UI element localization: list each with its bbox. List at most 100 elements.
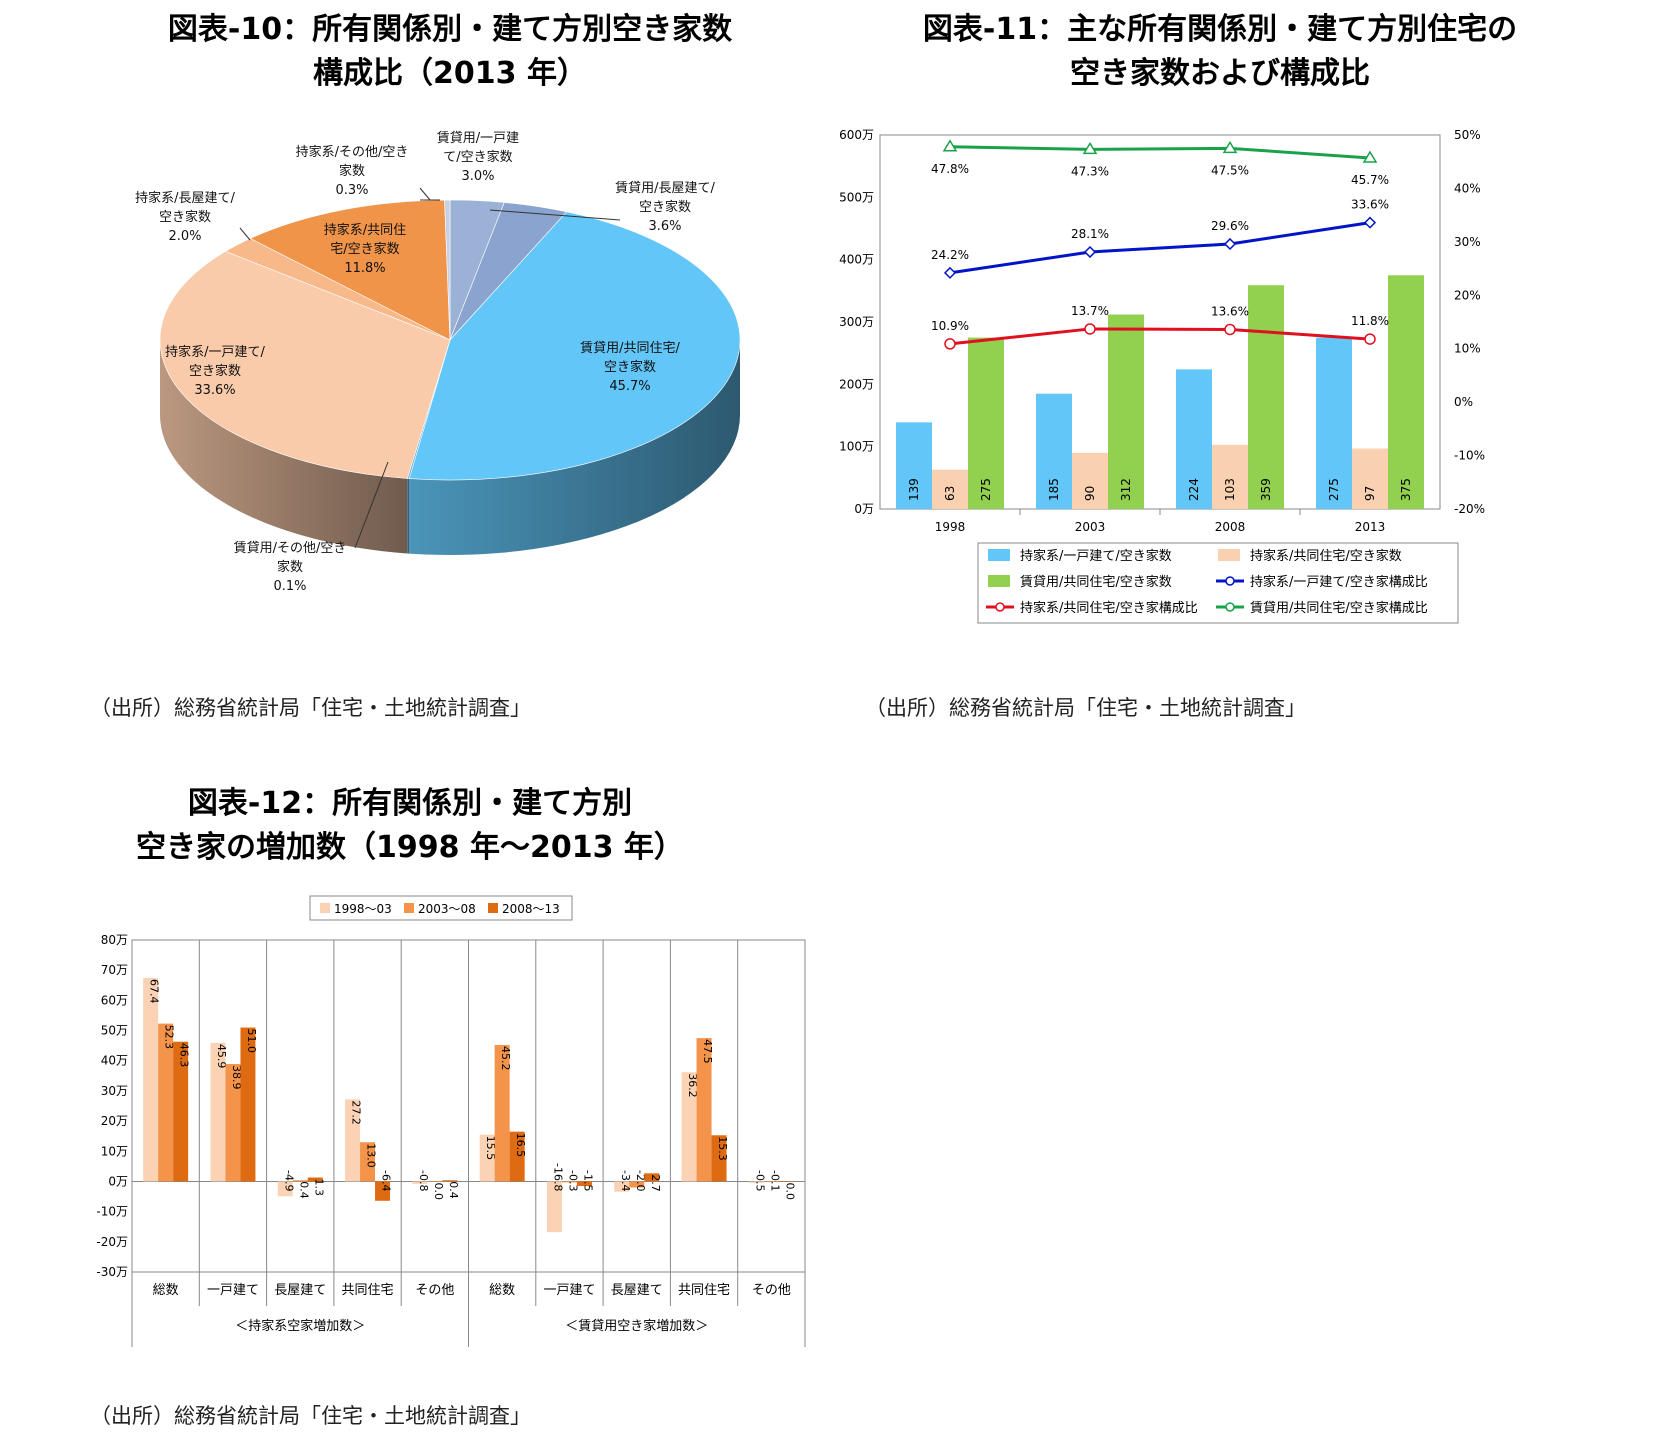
bar-value-label: 36.2 xyxy=(686,1073,699,1098)
legend-label: 2008～13 xyxy=(502,902,560,916)
line-marker xyxy=(1084,323,1096,335)
bar-value-label: -4.9 xyxy=(282,1170,295,1191)
bar-1-2 xyxy=(292,1180,308,1182)
figure11-title-line2: 空き家数および構成比 xyxy=(1070,56,1370,91)
line-value-label: 47.8% xyxy=(931,162,969,176)
pie-side-4 xyxy=(159,340,408,554)
pie-label-text: 賃貸用/共同住宅/ xyxy=(580,340,680,356)
x-tick-label: 一戸建て xyxy=(207,1283,259,1298)
figure10-title-line2: 構成比（2013 年） xyxy=(313,56,587,91)
pie-slice-7 xyxy=(444,199,451,341)
y-tick-label: 20万 xyxy=(101,1114,128,1128)
y-left-tick-label: 600万 xyxy=(839,128,874,142)
bar-value-label: -2.0 xyxy=(634,1170,647,1191)
pie-label-text: 45.7% xyxy=(609,379,650,394)
bar-1-4 xyxy=(427,1181,443,1182)
y-tick-label: 80万 xyxy=(101,933,128,947)
bar-value-label: 275 xyxy=(1327,478,1341,501)
bar-value-label: 0.4 xyxy=(447,1181,460,1199)
line-series-2 xyxy=(949,145,1371,160)
bar-value-label: 359 xyxy=(1259,478,1273,501)
legend-swatch-marker xyxy=(1225,576,1235,586)
figure12-bar-chart: -30万 -20万 -10万 0万 10万 20万 30万 40万 50万 60万 70万 80万総数… xyxy=(96,895,806,1347)
x-tick-label: 1998 xyxy=(935,520,966,534)
bar-value-label: -0.1 xyxy=(768,1170,781,1191)
legend-label: 持家系/共同住宅/空き家数 xyxy=(1250,548,1402,564)
group-label-0: ＜持家系空家増加数＞ xyxy=(235,1318,365,1334)
bar-2-1 xyxy=(1108,314,1144,509)
bar-value-label: 97 xyxy=(1363,486,1377,501)
line-value-label: 47.3% xyxy=(1071,164,1109,178)
bar-1-0 xyxy=(158,1023,174,1182)
x-tick-label: その他 xyxy=(415,1283,454,1298)
line-marker xyxy=(1363,216,1377,229)
y-tick-label: 50万 xyxy=(101,1024,128,1038)
legend-swatch xyxy=(988,549,1010,561)
bar-value-label: 46.3 xyxy=(178,1043,191,1067)
bar-1-1 xyxy=(1072,452,1108,509)
legend-swatch xyxy=(1218,549,1240,561)
bar-value-label: 90 xyxy=(1083,486,1097,501)
y-right-tick-label: -10% xyxy=(1454,449,1485,463)
pie-label-text: 賃貸用/一戸建 xyxy=(437,130,519,146)
bar-1-9 xyxy=(763,1181,779,1182)
y-left-tick-label: 300万 xyxy=(839,315,874,329)
figure10-title: 図表-10：所有関係別・建て方別空き家数 構成比（2013 年） xyxy=(60,8,840,96)
pie-label-text: 3.0% xyxy=(461,169,494,184)
bar-value-label: -1.5 xyxy=(581,1170,594,1191)
bar-2-1 xyxy=(240,1027,256,1182)
figure12-title-line1: 図表-12：所有関係別・建て方別 xyxy=(187,786,633,821)
pie-label-text: 2.0% xyxy=(168,229,201,244)
x-tick-label: 長屋建て xyxy=(274,1283,326,1298)
figure10-pie-chart: 賃貸用/一戸建て/空き家数 3.0% 賃貸用/長屋建て/空き家数 3.6% 賃貸用/共同… xyxy=(135,130,741,594)
figure12-source: （出所）総務省統計局「住宅・土地統計調査」 xyxy=(90,1404,531,1428)
bar-0-4 xyxy=(412,1181,428,1184)
bar-2-0 xyxy=(968,337,1004,509)
bar-2-4 xyxy=(442,1180,458,1182)
bar-value-label: 51.0 xyxy=(245,1029,258,1054)
pie-label-text: 空き家数 xyxy=(639,199,691,215)
legend-label: 持家系/一戸建て/空き家構成比 xyxy=(1250,574,1428,590)
bar-2-9 xyxy=(778,1181,794,1182)
bar-value-label: 0.0 xyxy=(432,1182,445,1200)
pie-leader-line-5 xyxy=(239,227,251,241)
y-tick-label: 30万 xyxy=(101,1084,128,1098)
line-value-label: 13.7% xyxy=(1071,304,1109,318)
y-right-tick-label: -20% xyxy=(1454,502,1485,516)
pie-side-walls xyxy=(159,340,740,555)
legend-swatch-marker xyxy=(995,602,1005,612)
line-marker xyxy=(1082,141,1098,155)
legend-label: 賃貸用/共同住宅/空き家数 xyxy=(1020,574,1172,590)
line-value-label: 24.2% xyxy=(931,248,969,262)
y-tick-label: 40万 xyxy=(101,1054,128,1068)
legend-label: 2003～08 xyxy=(418,902,476,916)
bar-1-3 xyxy=(360,1142,376,1182)
pie-label-text: 持家系/その他/空き xyxy=(296,144,409,160)
bar-value-label: 15.5 xyxy=(484,1136,497,1161)
x-tick-label: 共同住宅 xyxy=(678,1283,730,1298)
bar-0-1 xyxy=(1036,393,1072,509)
y-left-tick-label: 0万 xyxy=(854,502,874,516)
bar-value-label: 45.9 xyxy=(215,1044,228,1069)
figure11-title-line1: 図表-11：主な所有関係別・建て方別住宅の xyxy=(922,12,1518,47)
legend-swatch xyxy=(488,903,498,913)
bar-0-8 xyxy=(681,1072,697,1182)
pie-label-text: 持家系/長屋建て/ xyxy=(135,190,235,206)
legend-frame xyxy=(309,895,573,921)
line-marker xyxy=(944,338,956,350)
bar-1-8 xyxy=(696,1038,712,1182)
line-value-label: 29.6% xyxy=(1211,219,1249,233)
y-right-tick-label: 20% xyxy=(1454,288,1481,302)
bar-0-7 xyxy=(614,1181,630,1192)
bar-0-2 xyxy=(277,1181,293,1197)
line-series-1 xyxy=(949,327,1371,346)
line-value-label: 33.6% xyxy=(1351,198,1389,212)
x-tick-label: 総数 xyxy=(489,1283,515,1298)
bar-2-6 xyxy=(576,1181,592,1186)
bar-1-3 xyxy=(1352,448,1388,509)
pie-label-text: 空き家数 xyxy=(159,209,211,225)
legend-swatch xyxy=(320,903,330,913)
pie-label-3: 賃貸用/その他/空き家数 0.1% xyxy=(234,461,389,594)
bar-0-2 xyxy=(1176,369,1212,509)
line-marker xyxy=(1083,245,1097,259)
